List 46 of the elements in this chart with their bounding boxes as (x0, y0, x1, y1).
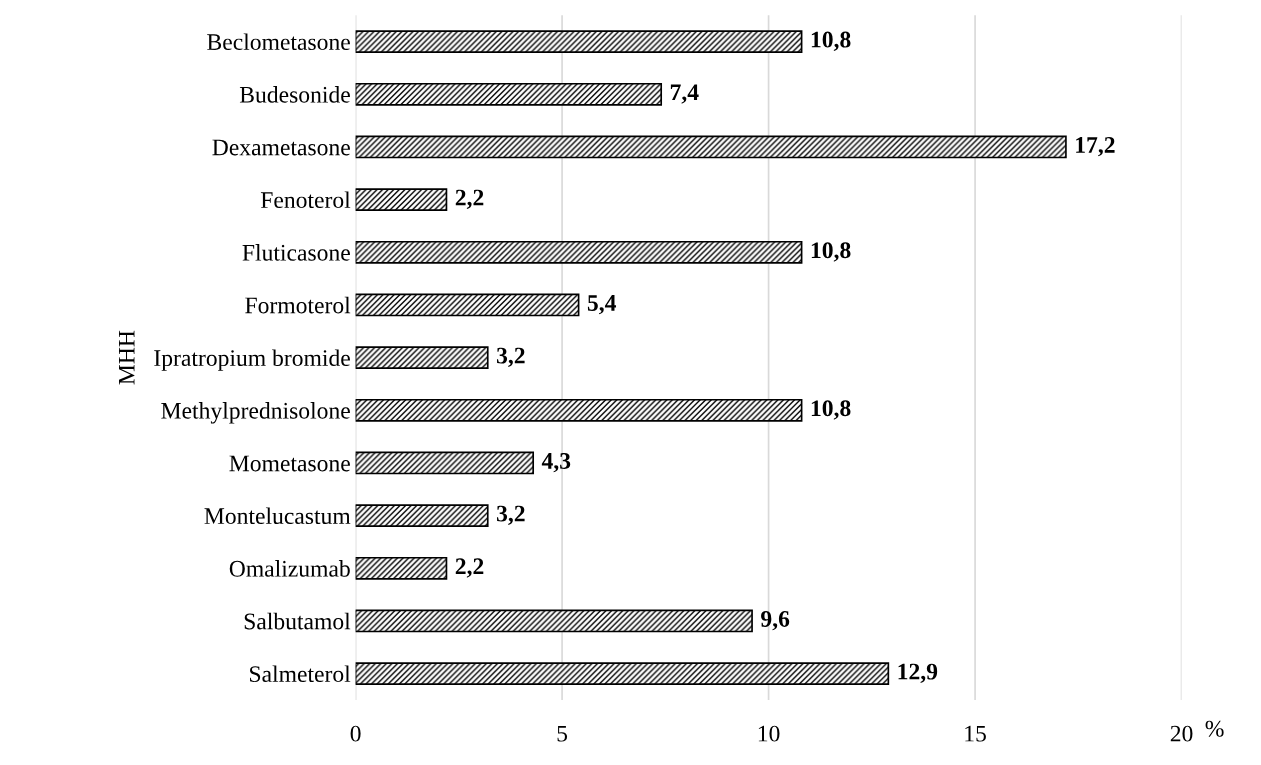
bar (355, 398, 803, 422)
x-tick-label: 15 (965, 725, 986, 742)
data-label: 2,2 (455, 189, 484, 209)
bar (355, 188, 448, 212)
x-tick-label: 20 (1170, 725, 1193, 742)
y-tick-label: Omalizumab (229, 560, 350, 577)
y-tick-label: Fenoterol (260, 191, 351, 209)
y-tick-label: Dexametasone (212, 139, 350, 156)
data-label: 10,8 (811, 242, 851, 262)
y-tick-label: Ipratropium bromide (154, 349, 350, 371)
bar (355, 556, 448, 580)
bar (355, 662, 890, 686)
x-tick-label: 10 (758, 725, 780, 742)
bar (355, 30, 803, 54)
data-label: 10,8 (811, 31, 851, 51)
y-tick-label: Salmeterol (250, 665, 351, 683)
data-label: 10,8 (811, 400, 851, 420)
data-label: 3,2 (496, 347, 525, 367)
y-tick-label: Beclometasone (207, 33, 350, 51)
bar (355, 240, 803, 264)
x-tick-label: 0 (350, 725, 361, 742)
data-label: 9,6 (761, 611, 790, 631)
bar (355, 293, 580, 317)
bar (355, 135, 1067, 159)
y-tick-label: Formoterol (245, 296, 351, 314)
y-tick-label: Salbutamol (244, 612, 351, 630)
y-tick-label: Methylprednisolone (161, 402, 350, 424)
bar (355, 609, 753, 633)
y-tick-label: Montelucastum (204, 507, 351, 525)
data-label: 7,4 (670, 84, 699, 104)
bar (355, 82, 663, 106)
data-label: 2,2 (455, 558, 484, 578)
bar (355, 504, 489, 528)
data-label: 12,9 (898, 663, 938, 683)
data-label: 17,2 (1076, 137, 1115, 157)
y-axis-title: МНН (119, 330, 135, 385)
bar (355, 451, 535, 475)
bar (355, 346, 489, 370)
data-label: 4,3 (541, 453, 571, 473)
x-tick-label: 5 (557, 725, 568, 742)
data-label: 3,2 (496, 505, 525, 525)
x-axis-title: % (1205, 720, 1224, 737)
y-tick-label: Fluticasone (242, 244, 350, 261)
data-label: 5,4 (587, 295, 617, 315)
y-tick-label: Budesonide (239, 86, 350, 103)
y-tick-label: Mometasone (229, 455, 350, 472)
